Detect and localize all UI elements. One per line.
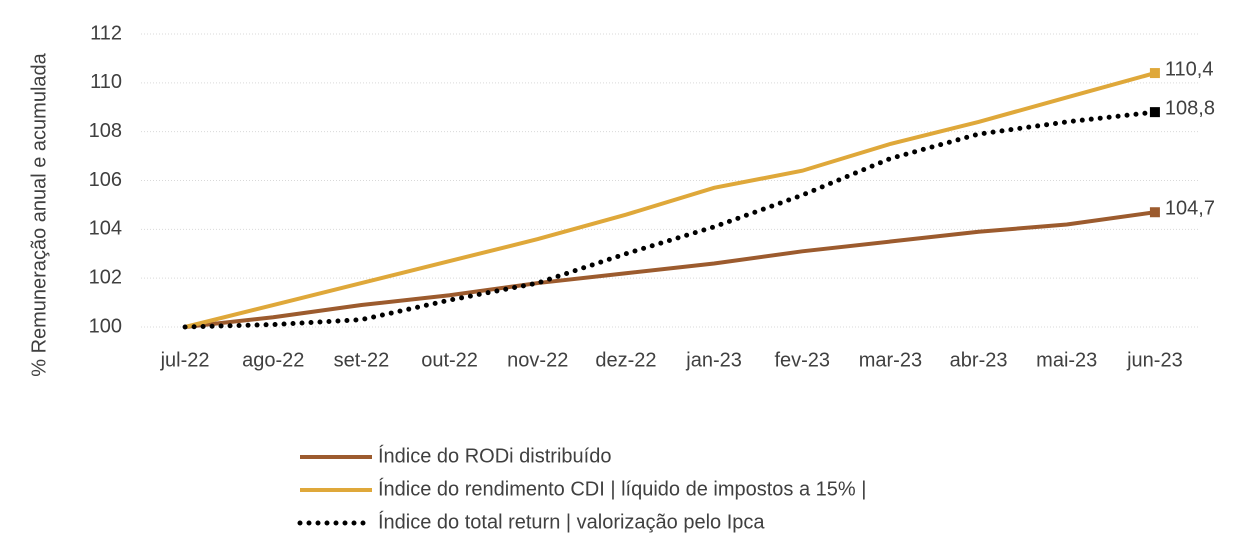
x-tick-label: fev-23 bbox=[774, 349, 830, 371]
value-label: 108,8 bbox=[1165, 97, 1215, 119]
x-tick-label: jan-23 bbox=[685, 349, 742, 371]
x-tick-label: abr-23 bbox=[950, 349, 1008, 371]
y-tick-label: 100 bbox=[89, 315, 122, 337]
series-line bbox=[182, 109, 1158, 330]
x-tick-label: dez-22 bbox=[595, 349, 656, 371]
x-tick-label: jun-23 bbox=[1126, 349, 1183, 371]
x-tick-label: nov-22 bbox=[507, 349, 568, 371]
end-marker bbox=[1149, 68, 1160, 79]
x-tick-label: mar-23 bbox=[859, 349, 922, 371]
legend-label: Índice do RODi distribuído bbox=[378, 444, 611, 467]
x-tick-label: jul-22 bbox=[160, 349, 210, 371]
value-label: 110,4 bbox=[1165, 58, 1214, 80]
y-axis-label: % Remuneração anual e acumulada bbox=[28, 52, 50, 376]
legend-label: Índice do rendimento CDI | líquido de im… bbox=[378, 477, 866, 500]
series-line bbox=[184, 71, 1156, 329]
y-tick-label: 108 bbox=[89, 120, 122, 142]
y-tick-label: 110 bbox=[90, 71, 122, 93]
end-marker bbox=[1149, 107, 1160, 118]
x-tick-label: mai-23 bbox=[1036, 349, 1097, 371]
x-tick-label: out-22 bbox=[421, 349, 478, 371]
y-tick-label: 104 bbox=[89, 218, 122, 240]
series-line bbox=[184, 210, 1156, 329]
y-tick-label: 102 bbox=[89, 266, 122, 288]
y-tick-label: 106 bbox=[89, 169, 122, 191]
x-tick-label: set-22 bbox=[334, 349, 390, 371]
x-tick-label: ago-22 bbox=[242, 349, 304, 371]
y-tick-label: 112 bbox=[90, 22, 122, 44]
end-marker bbox=[1149, 207, 1160, 218]
legend-label: Índice do total return | valorização pel… bbox=[378, 510, 765, 533]
value-label: 104,7 bbox=[1165, 198, 1215, 220]
